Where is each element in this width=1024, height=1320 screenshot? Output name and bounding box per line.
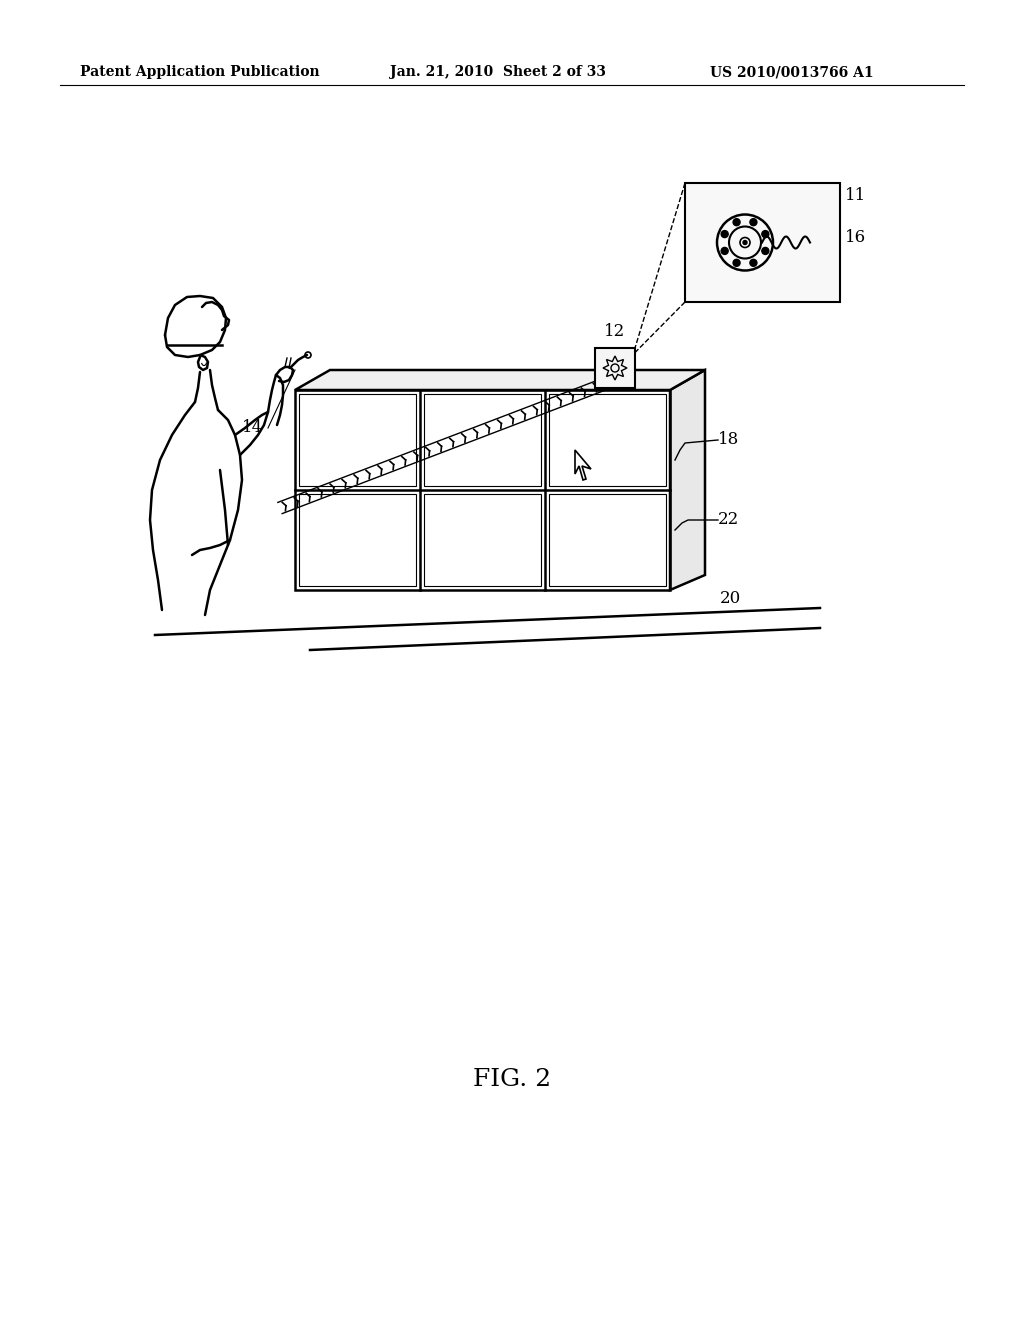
Text: 11: 11 (845, 186, 866, 203)
Circle shape (721, 247, 728, 255)
Circle shape (733, 259, 740, 267)
Circle shape (721, 231, 728, 238)
Circle shape (743, 240, 746, 244)
Text: Jan. 21, 2010  Sheet 2 of 33: Jan. 21, 2010 Sheet 2 of 33 (390, 65, 606, 79)
Circle shape (762, 247, 769, 255)
Text: FIG. 2: FIG. 2 (473, 1068, 551, 1092)
Text: Patent Application Publication: Patent Application Publication (80, 65, 319, 79)
Polygon shape (595, 348, 635, 388)
Text: 22: 22 (718, 511, 739, 528)
Text: 12: 12 (604, 323, 626, 341)
Circle shape (762, 231, 769, 238)
Circle shape (750, 219, 757, 226)
Text: 20: 20 (720, 590, 741, 607)
Polygon shape (670, 370, 705, 590)
Circle shape (750, 259, 757, 267)
Text: 16: 16 (845, 230, 866, 247)
Text: 14: 14 (242, 420, 263, 437)
Polygon shape (295, 370, 705, 389)
Polygon shape (685, 183, 840, 302)
Circle shape (733, 219, 740, 226)
Text: 18: 18 (718, 432, 739, 449)
Text: US 2010/0013766 A1: US 2010/0013766 A1 (710, 65, 873, 79)
